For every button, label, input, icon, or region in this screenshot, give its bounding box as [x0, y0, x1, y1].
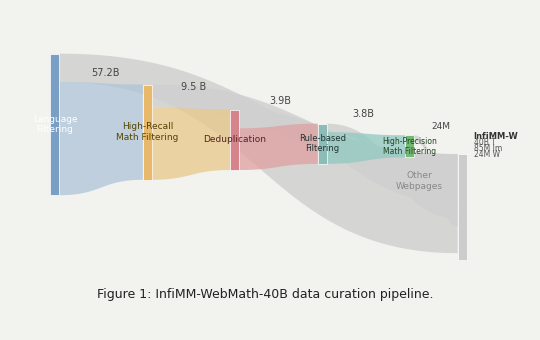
Text: High-Precision
Math Filtering: High-Precision Math Filtering	[382, 137, 437, 156]
Text: 57.2B: 57.2B	[92, 68, 120, 78]
Text: 3.8B: 3.8B	[353, 108, 375, 119]
Text: Language
Filtering: Language Filtering	[32, 115, 77, 134]
Bar	[143, 85, 152, 180]
Polygon shape	[239, 124, 318, 170]
Bar	[457, 154, 467, 260]
Text: 3.9B: 3.9B	[270, 96, 292, 106]
Bar	[318, 124, 327, 164]
Bar	[405, 135, 414, 157]
Text: Rule-based
Filtering: Rule-based Filtering	[299, 134, 346, 153]
Bar	[231, 109, 239, 170]
Text: Other
Webpages: Other Webpages	[396, 171, 443, 191]
Polygon shape	[327, 132, 405, 164]
Text: 9.5 B: 9.5 B	[181, 82, 206, 92]
Text: Deduplication: Deduplication	[203, 135, 266, 144]
Polygon shape	[59, 54, 457, 253]
Text: 24M W: 24M W	[474, 150, 500, 159]
Text: 85M Im: 85M Im	[474, 144, 502, 153]
Polygon shape	[327, 124, 457, 218]
Polygon shape	[152, 108, 231, 180]
Text: 24M: 24M	[431, 122, 450, 131]
Polygon shape	[59, 82, 143, 195]
Text: InfiMM-W: InfiMM-W	[474, 132, 518, 140]
Polygon shape	[239, 109, 457, 203]
Bar	[50, 54, 59, 195]
Text: 40B T: 40B T	[474, 138, 496, 147]
Polygon shape	[152, 85, 457, 180]
Text: Figure 1: InfiMM-WebMath-40B data curation pipeline.: Figure 1: InfiMM-WebMath-40B data curati…	[97, 288, 433, 301]
Polygon shape	[414, 135, 457, 226]
Text: High-Recall
Math Filtering: High-Recall Math Filtering	[116, 122, 179, 142]
